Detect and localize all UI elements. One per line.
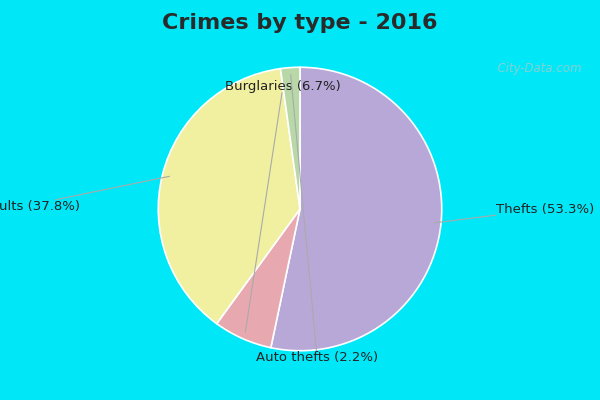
- Wedge shape: [280, 67, 300, 209]
- Text: City-Data.com: City-Data.com: [490, 62, 582, 75]
- Text: Auto thefts (2.2%): Auto thefts (2.2%): [256, 75, 378, 364]
- Wedge shape: [158, 69, 300, 324]
- Text: Burglaries (6.7%): Burglaries (6.7%): [225, 80, 341, 332]
- Wedge shape: [271, 67, 442, 351]
- Text: Crimes by type - 2016: Crimes by type - 2016: [162, 13, 438, 33]
- Text: Assaults (37.8%): Assaults (37.8%): [0, 176, 169, 213]
- Text: Thefts (53.3%): Thefts (53.3%): [434, 202, 594, 223]
- Wedge shape: [217, 209, 300, 348]
